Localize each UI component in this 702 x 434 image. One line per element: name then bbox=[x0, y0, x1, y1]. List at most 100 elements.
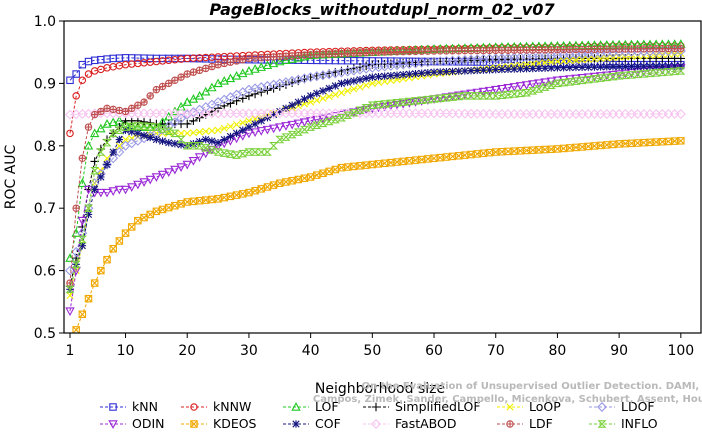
data-point bbox=[578, 56, 586, 64]
y-tick-label: 1.0 bbox=[34, 14, 56, 30]
data-point bbox=[256, 127, 266, 136]
data-point bbox=[362, 74, 370, 83]
data-point bbox=[194, 153, 205, 162]
data-point bbox=[639, 70, 649, 78]
data-point bbox=[66, 76, 74, 85]
data-point bbox=[393, 47, 401, 56]
data-point bbox=[633, 70, 643, 79]
data-point bbox=[171, 76, 179, 85]
data-point bbox=[362, 48, 370, 57]
data-point bbox=[503, 90, 513, 99]
data-point bbox=[546, 77, 556, 87]
y-tick-label: 0.5 bbox=[34, 326, 56, 342]
data-point bbox=[139, 178, 149, 187]
legend-marker bbox=[190, 420, 198, 428]
data-point bbox=[416, 97, 427, 106]
legend-item-simplifiedlof: SimplifiedLOF bbox=[363, 399, 481, 414]
data-point bbox=[670, 62, 679, 70]
data-point bbox=[620, 71, 630, 80]
legend-item-kdeos: KDEOS bbox=[181, 416, 257, 431]
data-point bbox=[158, 125, 168, 133]
watermark-line-2: Campos, Zimek, Sander, Campello, Micenko… bbox=[313, 394, 702, 405]
data-point bbox=[134, 129, 142, 138]
data-point bbox=[108, 117, 118, 127]
data-point bbox=[405, 47, 414, 56]
data-point bbox=[293, 119, 304, 129]
data-point bbox=[219, 149, 229, 157]
data-point bbox=[127, 122, 137, 131]
data-point bbox=[72, 92, 80, 100]
data-point bbox=[343, 78, 352, 86]
data-point bbox=[96, 188, 106, 198]
data-point bbox=[282, 104, 290, 113]
data-point bbox=[177, 129, 185, 137]
legend-label: LOF bbox=[315, 399, 339, 414]
data-point bbox=[115, 237, 124, 245]
data-point bbox=[381, 77, 389, 86]
data-point bbox=[213, 148, 223, 156]
data-point bbox=[417, 155, 426, 164]
data-point bbox=[262, 60, 273, 70]
data-point bbox=[263, 53, 272, 62]
data-point bbox=[590, 63, 599, 71]
legend-marker bbox=[371, 402, 381, 412]
legend: kNN kNNW LOF SimplifiedLOF LoOP LDOF ODIN KDEOS… bbox=[100, 399, 658, 431]
data-point bbox=[510, 65, 518, 73]
data-point bbox=[516, 65, 525, 73]
data-point bbox=[115, 106, 124, 115]
data-point bbox=[102, 188, 112, 198]
data-point bbox=[522, 89, 532, 97]
data-point bbox=[448, 47, 457, 55]
data-point bbox=[245, 123, 253, 131]
data-point bbox=[96, 148, 106, 156]
data-point bbox=[250, 64, 260, 73]
data-point bbox=[65, 285, 75, 294]
data-point bbox=[163, 168, 174, 177]
data-point bbox=[165, 129, 173, 137]
data-point bbox=[565, 78, 575, 86]
data-point bbox=[78, 310, 87, 319]
data-point bbox=[597, 54, 605, 63]
data-point bbox=[313, 89, 321, 98]
data-point bbox=[374, 48, 383, 56]
data-point bbox=[498, 46, 506, 55]
data-point bbox=[521, 81, 532, 90]
data-point bbox=[522, 65, 531, 73]
data-point bbox=[319, 50, 327, 58]
data-point bbox=[151, 173, 162, 182]
data-point bbox=[163, 120, 174, 131]
data-point bbox=[176, 101, 186, 111]
data-point bbox=[170, 129, 180, 138]
y-tick-label: 0.9 bbox=[34, 76, 56, 92]
data-point bbox=[66, 291, 74, 300]
data-point bbox=[89, 128, 100, 138]
data-point bbox=[78, 241, 87, 250]
data-point bbox=[84, 123, 93, 131]
x-tick-label: 40 bbox=[302, 343, 320, 359]
data-point bbox=[651, 69, 661, 77]
data-point bbox=[435, 94, 445, 103]
data-point bbox=[152, 135, 161, 144]
data-point bbox=[646, 45, 654, 53]
data-point bbox=[84, 210, 93, 219]
data-point bbox=[294, 98, 302, 106]
data-point bbox=[90, 167, 100, 175]
data-point bbox=[455, 67, 463, 75]
data-point bbox=[176, 113, 187, 124]
data-point bbox=[430, 68, 438, 76]
data-point bbox=[473, 66, 481, 75]
data-point bbox=[281, 133, 291, 141]
data-point bbox=[541, 59, 549, 67]
data-point bbox=[83, 140, 94, 150]
legend-item-loop: LoOP bbox=[497, 399, 561, 414]
data-point bbox=[417, 47, 426, 55]
data-point bbox=[287, 120, 297, 130]
data-point bbox=[318, 114, 328, 124]
data-point bbox=[77, 228, 88, 239]
data-point bbox=[66, 279, 74, 287]
data-point bbox=[492, 65, 500, 74]
data-point bbox=[102, 159, 112, 170]
data-point bbox=[77, 216, 88, 226]
legend-item-knnw: kNNW bbox=[181, 399, 251, 414]
x-tick-label: 80 bbox=[549, 343, 567, 359]
